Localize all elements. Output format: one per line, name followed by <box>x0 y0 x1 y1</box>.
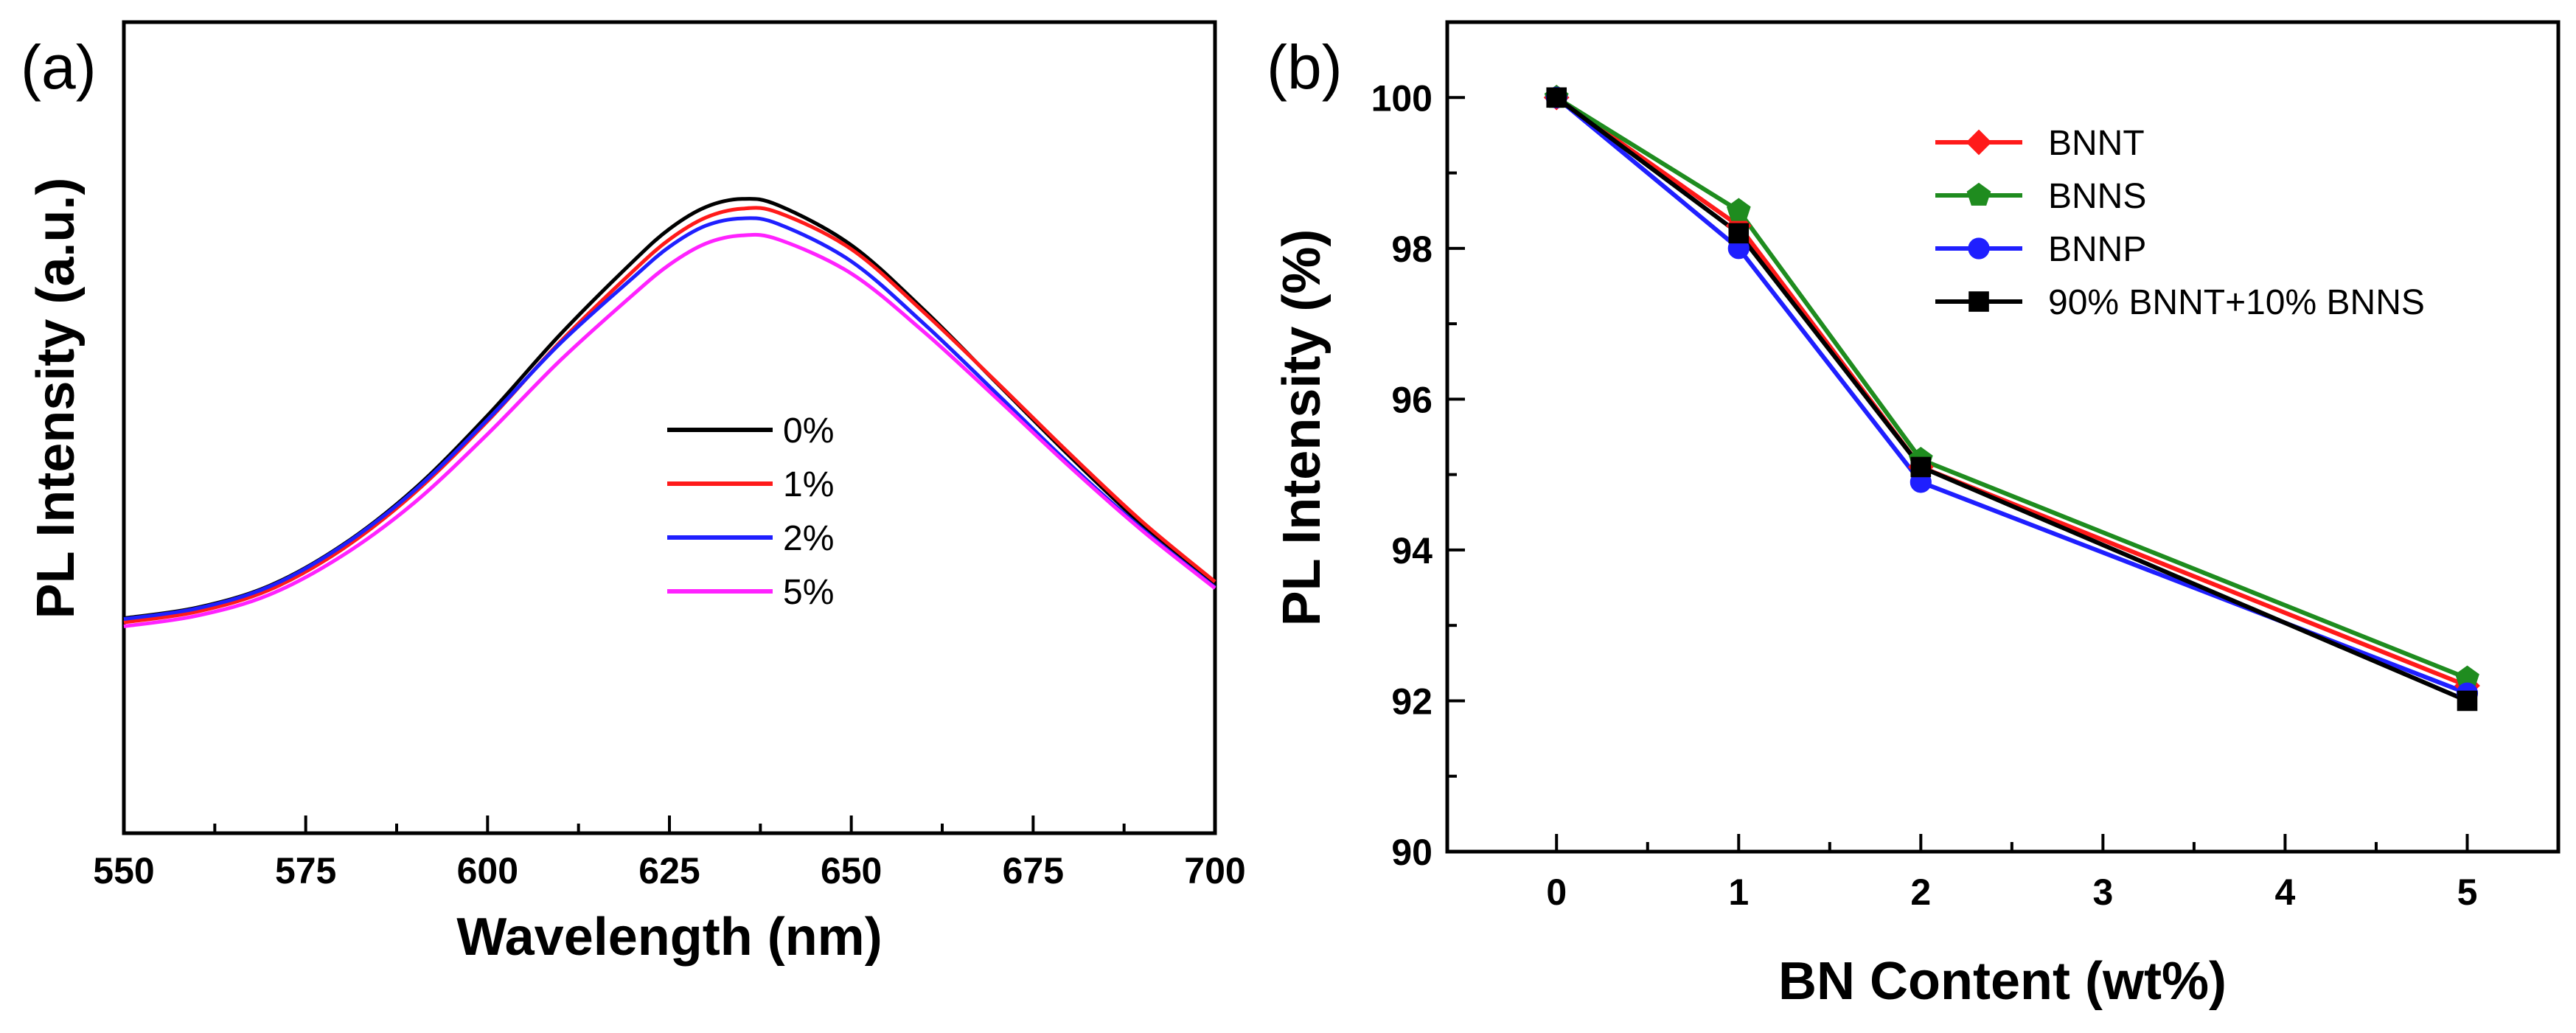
marker-90-bnnt-10-bnns <box>1728 223 1750 244</box>
panel-a-x-axis-title: Wavelength (nm) <box>456 908 882 967</box>
legend-label-1: 1% <box>783 465 834 504</box>
marker-bnns <box>1726 198 1751 221</box>
panel-b-plot-frame <box>1445 20 2561 854</box>
x-tick-label: 3 <box>2092 872 2113 913</box>
line-90-bnnt-10-bnns <box>1555 95 2468 703</box>
curve-0 <box>123 197 1216 620</box>
legend-label-2: 2% <box>783 519 834 558</box>
y-tick-label: 98 <box>1391 229 1433 270</box>
legend-label-0: 0% <box>783 411 834 451</box>
panel-a-legend: 0% 1% 2% 5% <box>667 411 834 612</box>
line-bnnp <box>1555 95 2468 695</box>
x-tick-label: 1 <box>1728 872 1749 913</box>
panel-a: (a) 550 575 600 625 650 675 700 0% 1% 2% 5% Wavel… <box>21 20 1246 967</box>
legend-label-90-bnnt-10-bnns: 90% BNNT+10% BNNS <box>2048 283 2425 322</box>
x-tick-label: 575 <box>275 850 336 891</box>
x-tick-label: 675 <box>1003 850 1064 891</box>
legend-marker-bnnt <box>1966 129 1992 156</box>
legend-label-bnnt: BNNT <box>2048 124 2145 163</box>
x-tick-label: 650 <box>821 850 882 891</box>
panel-a-x-ticks: 550 575 600 625 650 675 700 <box>93 815 1246 891</box>
y-tick-label: 90 <box>1391 832 1433 873</box>
y-tick-label: 96 <box>1391 379 1433 420</box>
panel-b-y-axis-title: PL Intensity (%) <box>1273 229 1331 627</box>
panel-b-x-axis-title: BN Content (wt%) <box>1778 952 2227 1011</box>
panel-b-series-markers <box>1543 84 2480 712</box>
x-tick-label: 2 <box>1910 872 1931 913</box>
y-tick-label: 94 <box>1391 530 1433 571</box>
legend-marker-bnnp <box>1968 237 1990 260</box>
x-tick-label: 4 <box>2275 872 2296 913</box>
legend-marker-bnns <box>1966 182 1991 206</box>
legend-label-bnnp: BNNP <box>2048 230 2146 269</box>
x-tick-label: 700 <box>1184 850 1245 891</box>
curve-5 <box>123 232 1216 628</box>
x-tick-label: 0 <box>1546 872 1567 913</box>
curve-1 <box>123 206 1216 625</box>
panel-a-curves <box>123 197 1216 628</box>
panel-a-y-axis-title: PL Intensity (a.u.) <box>27 178 86 619</box>
panel-b-legend: BNNT BNNS BNNP 90% BNNT+10% BNNS <box>1935 124 2425 322</box>
legend-marker-90-bnnt-10-bnns <box>1968 291 1989 312</box>
panel-b-ticks: 0 1 2 3 4 5 90 92 94 96 98 100 <box>1371 21 2478 913</box>
line-bnnt <box>1555 95 2468 688</box>
panel-b-series-lines <box>1555 95 2468 703</box>
curve-2 <box>123 216 1216 622</box>
x-tick-label: 600 <box>457 850 518 891</box>
x-tick-label: 625 <box>638 850 700 891</box>
marker-90-bnnt-10-bnns <box>2457 690 2478 712</box>
panel-b-label: (b) <box>1267 32 1343 102</box>
marker-90-bnnt-10-bnns <box>1910 456 1932 478</box>
x-tick-label: 550 <box>93 850 154 891</box>
legend-label-5: 5% <box>783 573 834 612</box>
marker-90-bnnt-10-bnns <box>1546 87 1567 108</box>
y-tick-label: 100 <box>1371 77 1433 119</box>
line-bnns <box>1555 95 2468 681</box>
x-tick-label: 5 <box>2457 872 2478 913</box>
legend-label-bnns: BNNS <box>2048 177 2146 216</box>
panel-b: (b) 0 1 2 3 4 5 90 92 94 96 98 100 BNNT BNNS BNNP 90% … <box>1267 20 2561 1011</box>
y-tick-label: 92 <box>1391 681 1433 722</box>
panel-a-label: (a) <box>21 32 97 102</box>
